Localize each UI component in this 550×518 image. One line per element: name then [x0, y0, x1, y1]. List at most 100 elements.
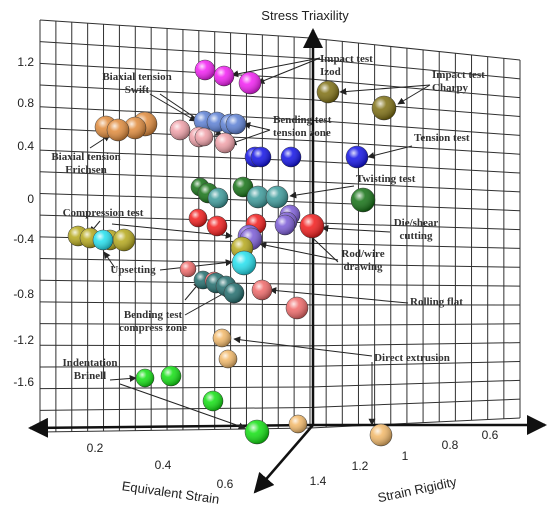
grid-line	[309, 342, 521, 347]
z-tick-label: -0.4	[13, 232, 34, 246]
z-tick-label: -0.8	[13, 287, 34, 301]
grid-line	[309, 140, 521, 155]
data-point-shading	[251, 147, 271, 167]
grid-line	[309, 323, 521, 326]
data-point	[188, 208, 208, 228]
grid-line	[309, 283, 521, 287]
grid-line	[309, 99, 521, 118]
data-point	[194, 59, 216, 81]
annotation-arrow	[257, 57, 321, 84]
grid-line	[309, 417, 521, 429]
data-point-shading	[266, 186, 288, 208]
data-point-shading	[252, 280, 272, 300]
data-point	[112, 228, 136, 252]
grid-line	[39, 323, 311, 326]
data-point-shading	[207, 216, 227, 236]
x-tick-label: 0.2	[87, 441, 104, 455]
data-point-shading	[195, 60, 215, 80]
annotation-label: Die/shear cutting	[394, 217, 439, 242]
data-point	[207, 187, 229, 209]
data-point	[345, 145, 369, 169]
annotation-label: Upsetting	[110, 264, 156, 276]
data-point	[106, 118, 130, 142]
y-axis-ticks: 1.4 1.2 1 0.8 0.6	[310, 428, 499, 488]
grid-line	[39, 171, 311, 183]
data-point-shading	[93, 230, 113, 250]
annotation-label: Twisting test	[356, 173, 416, 185]
data-point-shading	[195, 128, 213, 146]
data-point	[135, 368, 155, 388]
grid-line	[309, 222, 521, 231]
data-point	[194, 127, 214, 147]
data-point-shading	[214, 66, 234, 86]
data-point-shading	[161, 366, 181, 386]
data-point-shading	[113, 229, 135, 251]
data-point	[218, 349, 238, 369]
grid-line	[39, 19, 311, 39]
data-point-shading	[189, 209, 207, 227]
y-tick-label: 1.2	[352, 459, 369, 473]
data-point-shading	[372, 96, 396, 120]
annotation-label: Indentation Brinell	[62, 357, 117, 382]
grid-line	[39, 344, 311, 347]
z-tick-label: 1.2	[17, 55, 34, 69]
axes	[28, 28, 547, 494]
annotation-arrow	[233, 336, 373, 357]
data-point	[265, 185, 289, 209]
x-depth-axis-line	[253, 424, 314, 494]
grid-line	[39, 106, 311, 121]
data-point	[92, 229, 114, 251]
grid-line	[39, 301, 311, 306]
annotation-label: Bending test compress zone	[119, 309, 187, 334]
data-point	[371, 95, 397, 121]
grid-line	[309, 119, 521, 136]
grid-line	[309, 160, 521, 174]
annotation-arrow	[229, 129, 271, 146]
grid-line	[309, 181, 521, 193]
annotation-arrow	[184, 290, 229, 316]
x-tick-label: 0.4	[155, 458, 172, 472]
data-point-shading	[208, 188, 228, 208]
y-axis-title: Strain Rigidity	[376, 474, 458, 505]
grid-right-plane	[309, 37, 521, 429]
annotation-arrow	[289, 185, 355, 199]
data-point	[160, 365, 182, 387]
data-point	[246, 185, 270, 209]
annotation-arrow	[149, 93, 197, 122]
grid-line	[39, 386, 311, 390]
grid-line	[309, 379, 521, 388]
data-point	[213, 65, 235, 87]
annotations: Impact test Izod Impact test Charpy Biaxial …	[51, 53, 485, 382]
data-point-shading	[170, 120, 190, 140]
annotation-arrow	[321, 224, 391, 233]
annotation-label: Bending test tension zone	[273, 114, 332, 139]
data-point-shading	[346, 146, 368, 168]
data-point	[288, 414, 308, 434]
data-point	[369, 423, 393, 447]
annotation-arrow	[367, 145, 413, 159]
data-point-shading	[317, 81, 339, 103]
z-tick-label: 0	[27, 192, 34, 206]
annotation-arrow	[231, 57, 321, 78]
grid-line	[309, 360, 521, 367]
annotation-arrow	[243, 122, 271, 131]
data-point	[274, 214, 296, 236]
data-point-shading	[224, 283, 244, 303]
data-points	[67, 59, 397, 447]
grid-line	[309, 78, 521, 99]
grid-line	[309, 398, 521, 408]
data-point	[225, 113, 247, 135]
grid-line	[309, 263, 521, 268]
data-point	[285, 296, 309, 320]
annotation-arrow	[259, 241, 339, 261]
grid-line	[39, 258, 311, 265]
y-tick-label: 1	[402, 449, 409, 463]
data-point	[238, 71, 262, 95]
annotation-arrow	[339, 84, 431, 96]
data-point	[179, 260, 197, 278]
data-point-shading	[239, 72, 261, 94]
annotation-arrow	[119, 383, 246, 430]
annotation-label: Rolling flat	[410, 296, 463, 308]
data-point	[251, 279, 273, 301]
